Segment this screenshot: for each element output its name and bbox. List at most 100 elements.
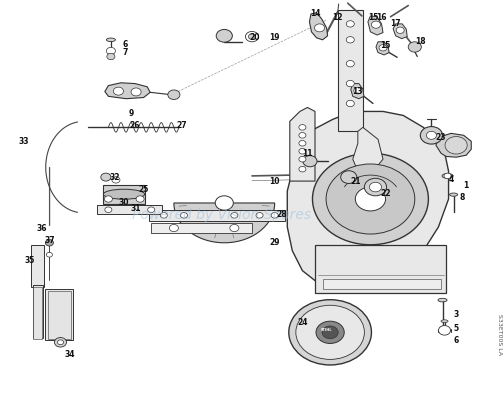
Circle shape	[355, 187, 386, 211]
Text: 25: 25	[139, 185, 149, 193]
Text: 6: 6	[454, 336, 459, 345]
Ellipse shape	[442, 174, 453, 178]
Circle shape	[396, 27, 404, 33]
Ellipse shape	[441, 320, 448, 322]
Text: Powered by Vision Spares: Powered by Vision Spares	[132, 208, 311, 222]
Polygon shape	[105, 83, 150, 99]
Text: 12: 12	[333, 14, 343, 22]
Polygon shape	[393, 24, 407, 39]
Circle shape	[299, 166, 306, 172]
Circle shape	[444, 173, 451, 179]
Circle shape	[438, 326, 451, 335]
Circle shape	[408, 42, 421, 52]
Circle shape	[379, 45, 387, 51]
Circle shape	[326, 164, 415, 234]
Bar	[31, 245, 44, 287]
Text: 7: 7	[122, 48, 128, 57]
Circle shape	[299, 148, 306, 154]
Text: STIHL: STIHL	[321, 328, 332, 332]
Circle shape	[104, 196, 112, 202]
Circle shape	[230, 224, 239, 232]
Circle shape	[346, 80, 354, 87]
Text: 1: 1	[463, 181, 468, 189]
Circle shape	[107, 53, 115, 60]
Bar	[103, 185, 145, 204]
Text: 29: 29	[270, 238, 280, 247]
Circle shape	[46, 252, 52, 257]
Polygon shape	[436, 133, 471, 157]
Circle shape	[289, 300, 371, 365]
Circle shape	[303, 156, 317, 167]
Circle shape	[299, 133, 306, 138]
Circle shape	[169, 224, 178, 232]
Bar	[315, 245, 446, 293]
Text: 33: 33	[19, 137, 29, 146]
Polygon shape	[309, 13, 328, 40]
Circle shape	[346, 37, 354, 43]
Text: 31: 31	[131, 205, 141, 213]
Circle shape	[54, 338, 67, 347]
Text: 24: 24	[297, 318, 307, 327]
Text: 37: 37	[44, 236, 55, 245]
Bar	[33, 287, 42, 339]
Circle shape	[105, 207, 112, 213]
Circle shape	[45, 240, 53, 246]
Bar	[151, 223, 252, 233]
Circle shape	[160, 213, 167, 218]
Circle shape	[106, 47, 115, 55]
Circle shape	[113, 87, 123, 95]
Text: 6: 6	[122, 40, 128, 49]
Text: 3: 3	[454, 310, 459, 319]
Ellipse shape	[106, 38, 115, 42]
Polygon shape	[174, 203, 275, 243]
Ellipse shape	[450, 193, 458, 196]
Circle shape	[314, 24, 325, 32]
Text: 9: 9	[129, 109, 134, 118]
Polygon shape	[368, 16, 383, 35]
Text: 23: 23	[436, 133, 446, 142]
Circle shape	[136, 196, 144, 202]
Text: 11: 11	[302, 149, 312, 158]
Circle shape	[168, 90, 180, 100]
Text: 30: 30	[118, 199, 129, 207]
Circle shape	[299, 140, 306, 146]
Circle shape	[245, 31, 259, 42]
Polygon shape	[353, 127, 383, 171]
Circle shape	[215, 196, 233, 210]
Circle shape	[312, 153, 428, 245]
Circle shape	[231, 213, 238, 218]
Circle shape	[346, 100, 354, 107]
Text: 14: 14	[310, 10, 320, 18]
Circle shape	[216, 29, 232, 42]
Circle shape	[248, 34, 256, 39]
Text: 26: 26	[130, 121, 140, 130]
Circle shape	[322, 326, 338, 339]
Circle shape	[180, 213, 187, 218]
Text: 20: 20	[249, 33, 260, 42]
Ellipse shape	[438, 298, 447, 302]
Circle shape	[371, 21, 381, 28]
Text: 16: 16	[376, 14, 387, 22]
Text: 18: 18	[415, 37, 426, 46]
Circle shape	[346, 21, 354, 27]
Circle shape	[316, 321, 344, 343]
Circle shape	[420, 127, 443, 144]
Text: S33ET00S LA: S33ET00S LA	[497, 314, 502, 355]
Text: 22: 22	[381, 189, 391, 197]
Text: 8: 8	[460, 193, 465, 201]
Circle shape	[299, 125, 306, 130]
Bar	[149, 210, 285, 221]
Circle shape	[101, 173, 111, 181]
Circle shape	[299, 156, 306, 162]
Ellipse shape	[103, 189, 145, 199]
Polygon shape	[351, 84, 364, 99]
Text: 32: 32	[110, 173, 120, 181]
Bar	[48, 291, 71, 339]
Circle shape	[445, 137, 467, 154]
Text: 27: 27	[176, 121, 187, 130]
Text: 5: 5	[454, 324, 459, 333]
Text: 21: 21	[350, 177, 360, 185]
Circle shape	[148, 207, 155, 213]
Circle shape	[426, 131, 436, 139]
Text: 13: 13	[353, 87, 363, 96]
